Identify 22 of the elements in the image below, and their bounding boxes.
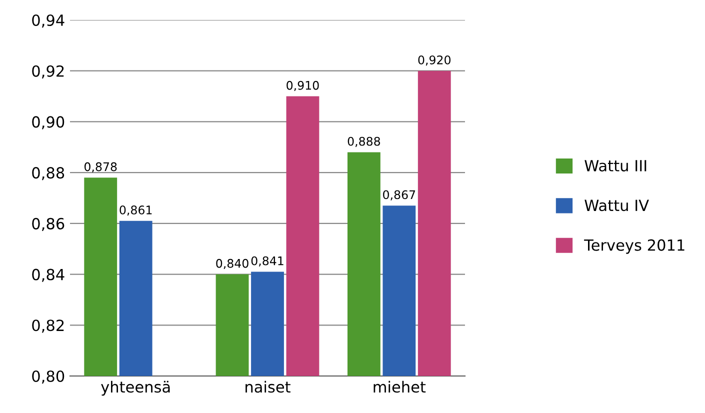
y-tick-label: 0,90 [32,116,64,130]
y-tick-label: 0,92 [32,65,64,78]
data-label: 0,920 [418,55,450,66]
legend-label: Terveys 2011 [584,239,684,254]
data-label: 0,867 [383,190,416,200]
data-label: 0,878 [84,162,117,172]
legend-label: Wattu IV [584,200,649,212]
data-label: 0,888 [348,136,380,147]
y-tick-label: 0,80 [32,370,64,384]
legend-label: Wattu III [584,160,646,172]
y-tick-label: 0,88 [32,167,64,180]
y-tick-label: 0,82 [32,320,64,333]
y-tick-label: 0,94 [32,14,64,28]
y-tick-label: 0,84 [32,268,64,282]
data-label: 0,840 [216,258,248,270]
y-tick-label: 0,86 [32,218,64,232]
data-label: 0,910 [286,80,319,92]
x-tick-label: naiset [246,380,290,393]
x-tick-label: miehet [374,380,426,393]
data-label: 0,841 [251,256,284,266]
data-label: 0,861 [120,206,152,216]
x-tick-label: yhteensä [101,380,170,396]
